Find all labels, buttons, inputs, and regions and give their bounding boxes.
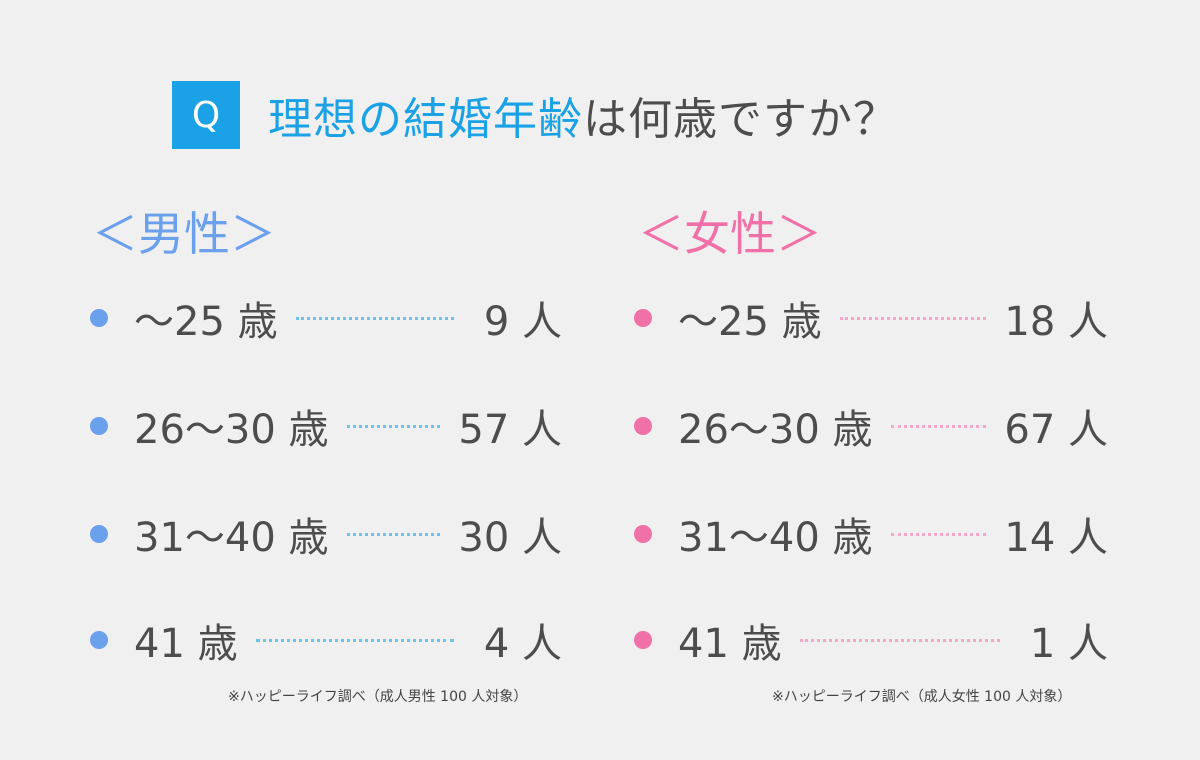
bullet-dot <box>90 417 108 435</box>
male-row-3: 31〜40 歳 30 人 <box>90 504 562 564</box>
female-row-4: 41 歳 1 人 <box>634 610 1108 670</box>
question-title: 理想の結婚年齢は何歳ですか？ <box>268 83 898 147</box>
male-heading: ＜男性＞ <box>92 207 276 261</box>
bullet-dot <box>634 631 652 649</box>
question-badge: Q <box>172 81 240 149</box>
age-label: 〜25 歳 <box>678 299 822 345</box>
count-value: 18 人 <box>1004 299 1108 345</box>
age-label: 31〜40 歳 <box>678 515 873 561</box>
dotted-leader <box>255 638 454 642</box>
question-title-highlight: 理想の結婚年齢 <box>268 94 583 145</box>
question-title-row: Q 理想の結婚年齢は何歳ですか？ <box>172 80 898 150</box>
question-title-rest: は何歳ですか？ <box>583 94 898 145</box>
count-value: 14 人 <box>1004 515 1108 561</box>
count-value: 9 人 <box>483 299 562 345</box>
dotted-leader <box>346 424 441 428</box>
age-label: 41 歳 <box>678 621 782 667</box>
count-value: 57 人 <box>458 407 562 453</box>
dotted-leader <box>346 532 441 536</box>
count-value: 67 人 <box>1004 407 1108 453</box>
age-label: 31〜40 歳 <box>134 515 329 561</box>
age-label: 41 歳 <box>134 621 238 667</box>
female-source-note: ※ハッピーライフ調べ（成人女性 100 人対象） <box>772 689 1072 705</box>
male-row-1: 〜25 歳 9 人 <box>90 288 562 348</box>
female-row-1: 〜25 歳 18 人 <box>634 288 1108 348</box>
dotted-leader <box>799 638 1000 642</box>
dotted-leader <box>890 424 987 428</box>
bullet-dot <box>90 309 108 327</box>
bullet-dot <box>90 525 108 543</box>
bullet-dot <box>634 525 652 543</box>
bullet-dot <box>90 631 108 649</box>
age-label: 〜25 歳 <box>134 299 278 345</box>
bullet-dot <box>634 417 652 435</box>
female-heading: ＜女性＞ <box>638 207 822 261</box>
age-label: 26〜30 歳 <box>134 407 329 453</box>
age-label: 26〜30 歳 <box>678 407 873 453</box>
dotted-leader <box>839 316 987 320</box>
male-row-4: 41 歳 4 人 <box>90 610 562 670</box>
male-source-note: ※ハッピーライフ調べ（成人男性 100 人対象） <box>228 689 528 705</box>
female-row-2: 26〜30 歳 67 人 <box>634 396 1108 456</box>
male-row-2: 26〜30 歳 57 人 <box>90 396 562 456</box>
female-row-3: 31〜40 歳 14 人 <box>634 504 1108 564</box>
dotted-leader <box>890 532 987 536</box>
count-value: 4 人 <box>483 621 562 667</box>
count-value: 30 人 <box>458 515 562 561</box>
count-value: 1 人 <box>1029 621 1108 667</box>
bullet-dot <box>634 309 652 327</box>
dotted-leader <box>295 316 454 320</box>
